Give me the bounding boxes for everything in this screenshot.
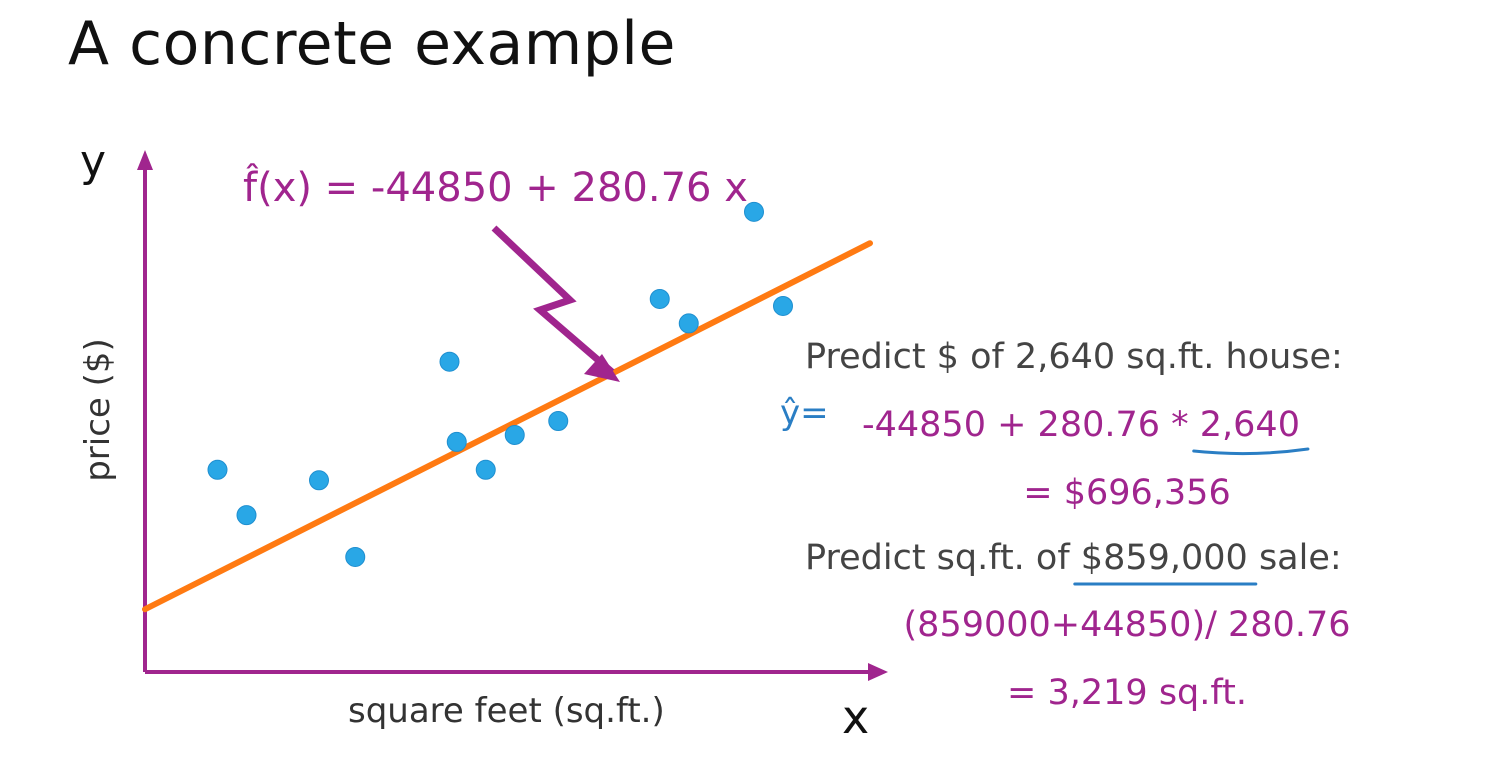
fit-line-group (142, 240, 873, 613)
data-points (207, 201, 793, 567)
data-point-2 (309, 470, 329, 491)
pointer-arrow (491, 225, 620, 382)
sqft-result: = 3,219 sq.ft. (1007, 673, 1247, 713)
data-point-12 (773, 295, 793, 316)
data-point-5 (446, 431, 467, 452)
regression-equation: f̂(x) = -44850 + 280.76 x (243, 165, 748, 211)
data-point-10 (678, 313, 699, 334)
predict-price-label: Predict $ of 2,640 sq.ft. house: (805, 337, 1343, 377)
x-axis-label: square feet (sq.ft.) (348, 691, 665, 731)
y-axis-label: price ($) (78, 338, 118, 482)
predict-sqft-amount: $859,000 (1080, 538, 1248, 578)
data-point-1 (236, 505, 257, 526)
price-result: = $696,356 (1023, 473, 1231, 513)
y-axis-arrowhead (137, 150, 153, 170)
price-calculation: -44850 + 280.76 * 2,640 (862, 408, 1300, 443)
data-point-6 (475, 459, 496, 480)
fit-line (142, 240, 873, 613)
arrow-shaft (491, 225, 615, 375)
price-calc-sqft: 2,640 (1199, 405, 1300, 445)
arrow-head (584, 354, 620, 382)
chart-axes (137, 150, 888, 681)
data-point-0 (207, 459, 228, 480)
data-point-11 (744, 201, 764, 222)
data-point-3 (345, 546, 366, 567)
data-point-4 (439, 351, 460, 372)
x-axis-letter: x (842, 690, 870, 744)
predict-sqft-prefix: Predict sq.ft. of (805, 538, 1081, 578)
x-axis-arrowhead (868, 663, 888, 681)
data-point-9 (649, 288, 670, 309)
price-calc-prefix: -44850 + 280.76 * (862, 405, 1200, 445)
data-point-8 (548, 411, 569, 431)
slide-title: A concrete example (68, 9, 676, 79)
y-axis-letter: y (80, 136, 107, 187)
sqft-calculation: (859000+44850)/ 280.76 (903, 605, 1351, 645)
predict-sqft-label: Predict sq.ft. of $859,000 sale: (805, 541, 1342, 576)
yhat-handwritten: ŷ= (780, 393, 829, 433)
annotation-underlines (1073, 447, 1310, 586)
sqft-underline (1192, 447, 1310, 456)
predict-sqft-suffix: sale: (1247, 538, 1342, 578)
data-point-7 (504, 424, 525, 445)
